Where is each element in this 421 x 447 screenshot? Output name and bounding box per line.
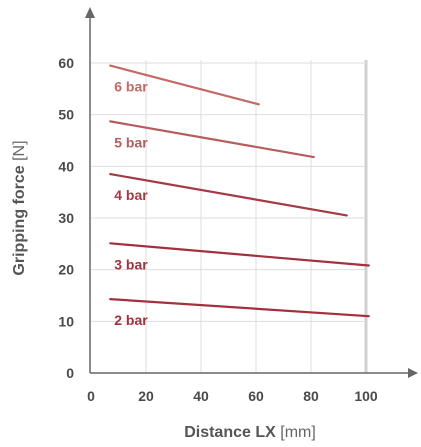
y-tick-label: 40	[58, 158, 74, 174]
series-labels: 6 bar 5 bar 4 bar 3 bar 2 bar	[114, 79, 148, 329]
y-tick-labels: 0 10 20 30 40 50 60	[58, 55, 74, 381]
y-tick-label: 0	[66, 365, 74, 381]
y-tick-label: 10	[58, 313, 74, 329]
y-tick-label: 60	[58, 55, 74, 71]
y-tick-label: 20	[58, 262, 74, 278]
series-label: 4 bar	[114, 187, 148, 203]
series-line	[109, 64, 260, 106]
grid	[91, 60, 368, 373]
x-tick-labels: 0 20 40 60 80 100	[87, 388, 378, 404]
series-line	[109, 120, 315, 159]
series-label: 2 bar	[114, 312, 148, 328]
series-line	[109, 242, 370, 267]
x-tick-label: 60	[248, 388, 264, 404]
x-tick-label: 0	[87, 388, 95, 404]
y-tick-label: 30	[58, 210, 74, 226]
series-label: 6 bar	[114, 79, 148, 95]
y-axis-title: Gripping force [N]	[11, 140, 28, 275]
x-tick-label: 20	[138, 388, 154, 404]
x-tick-label: 80	[303, 388, 319, 404]
series-lines	[109, 64, 370, 318]
x-axis-arrow-icon	[408, 368, 418, 378]
x-tick-label: 100	[354, 388, 378, 404]
series-label: 5 bar	[114, 134, 148, 150]
series-line	[109, 172, 348, 217]
y-axis-arrow-icon	[85, 7, 95, 18]
x-tick-label: 40	[193, 388, 209, 404]
x-axis-title: Distance LX [mm]	[184, 424, 316, 441]
axes	[85, 7, 418, 378]
series-line	[109, 298, 370, 318]
y-tick-label: 50	[58, 107, 74, 123]
series-label: 3 bar	[114, 256, 148, 272]
